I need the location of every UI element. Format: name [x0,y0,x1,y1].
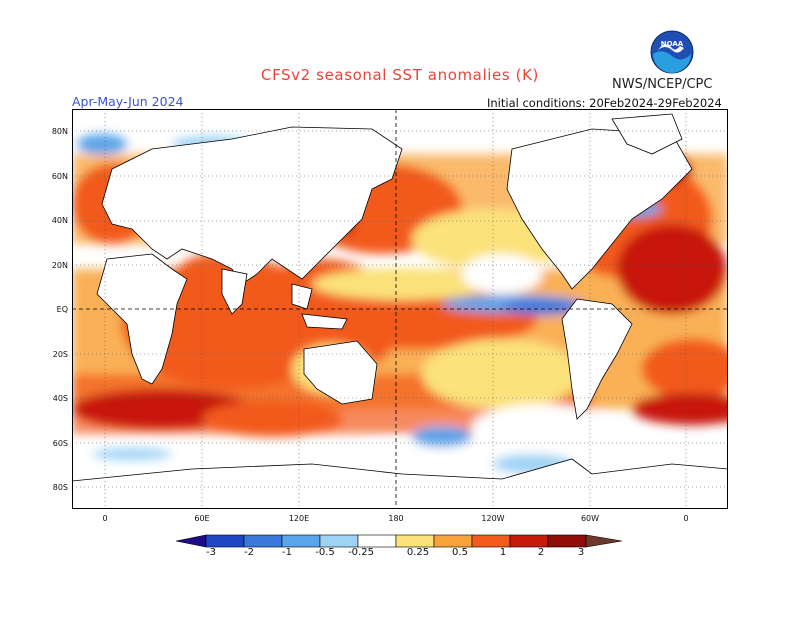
lon-label-120w: 120W [481,514,505,523]
lon-label-120e: 120E [288,514,310,523]
colorbar-label: 3 [577,547,585,558]
colorbar-label: 2 [537,547,545,558]
colorbar-bin-2 [243,534,283,548]
lat-label-40s: 40S [52,394,68,403]
colorbar-bin-6 [395,534,435,548]
lat-label-20n: 20N [51,261,68,270]
lon-label-60w: 60W [580,514,600,523]
noaa-logo: NOAA [650,30,694,74]
forecast-period: Apr-May-Jun 2024 [72,94,184,109]
colorbar-bin-4 [319,534,359,548]
lat-label-20s: 20S [52,350,68,359]
initial-conditions: Initial conditions: 20Feb2024-29Feb2024 [487,96,722,110]
noaa-logo-text: NOAA [661,40,684,48]
colorbar-bin-7 [433,534,473,548]
colorbar-bin-11 [585,534,623,548]
colorbar-label: -1 [282,547,292,558]
lat-label-40n: 40N [51,216,68,225]
lat-label-80n: 80N [51,127,68,136]
lat-label-80s: 80S [52,483,68,492]
colorbar-label: -0.25 [348,547,374,558]
colorbar-bin-9 [509,534,549,548]
colorbar-label: 0.5 [452,547,468,558]
continents [72,113,728,509]
lon-label-0: 0 [102,514,108,523]
colorbar-label: -2 [244,547,254,558]
colorbar-label: 0.25 [406,547,430,558]
colorbar-bin-0 [175,534,207,548]
colorbar-bin-1 [205,534,245,548]
equator-dateline [72,109,728,509]
lon-label-180: 180 [388,514,404,523]
lat-label-eq: EQ [56,305,68,314]
colorbar-bin-3 [281,534,321,548]
agency-label: NWS/NCEP/CPC [612,77,713,92]
colorbar-label: -3 [206,547,216,558]
colorbar [175,534,623,548]
colorbar-bin-8 [471,534,511,548]
lon-label-0-east: 0 [683,514,689,523]
colorbar-bin-10 [547,534,587,548]
lon-label-60e: 60E [194,514,210,523]
lat-label-60s: 60S [52,439,68,448]
sst-anomaly-map [72,109,728,509]
lat-label-60n: 60N [51,172,68,181]
colorbar-bin-5 [357,534,397,548]
map-title: CFSv2 seasonal SST anomalies (K) [261,66,539,84]
map-frame [72,109,728,509]
colorbar-label: -0.5 [315,547,335,558]
colorbar-label: 1 [499,547,507,558]
